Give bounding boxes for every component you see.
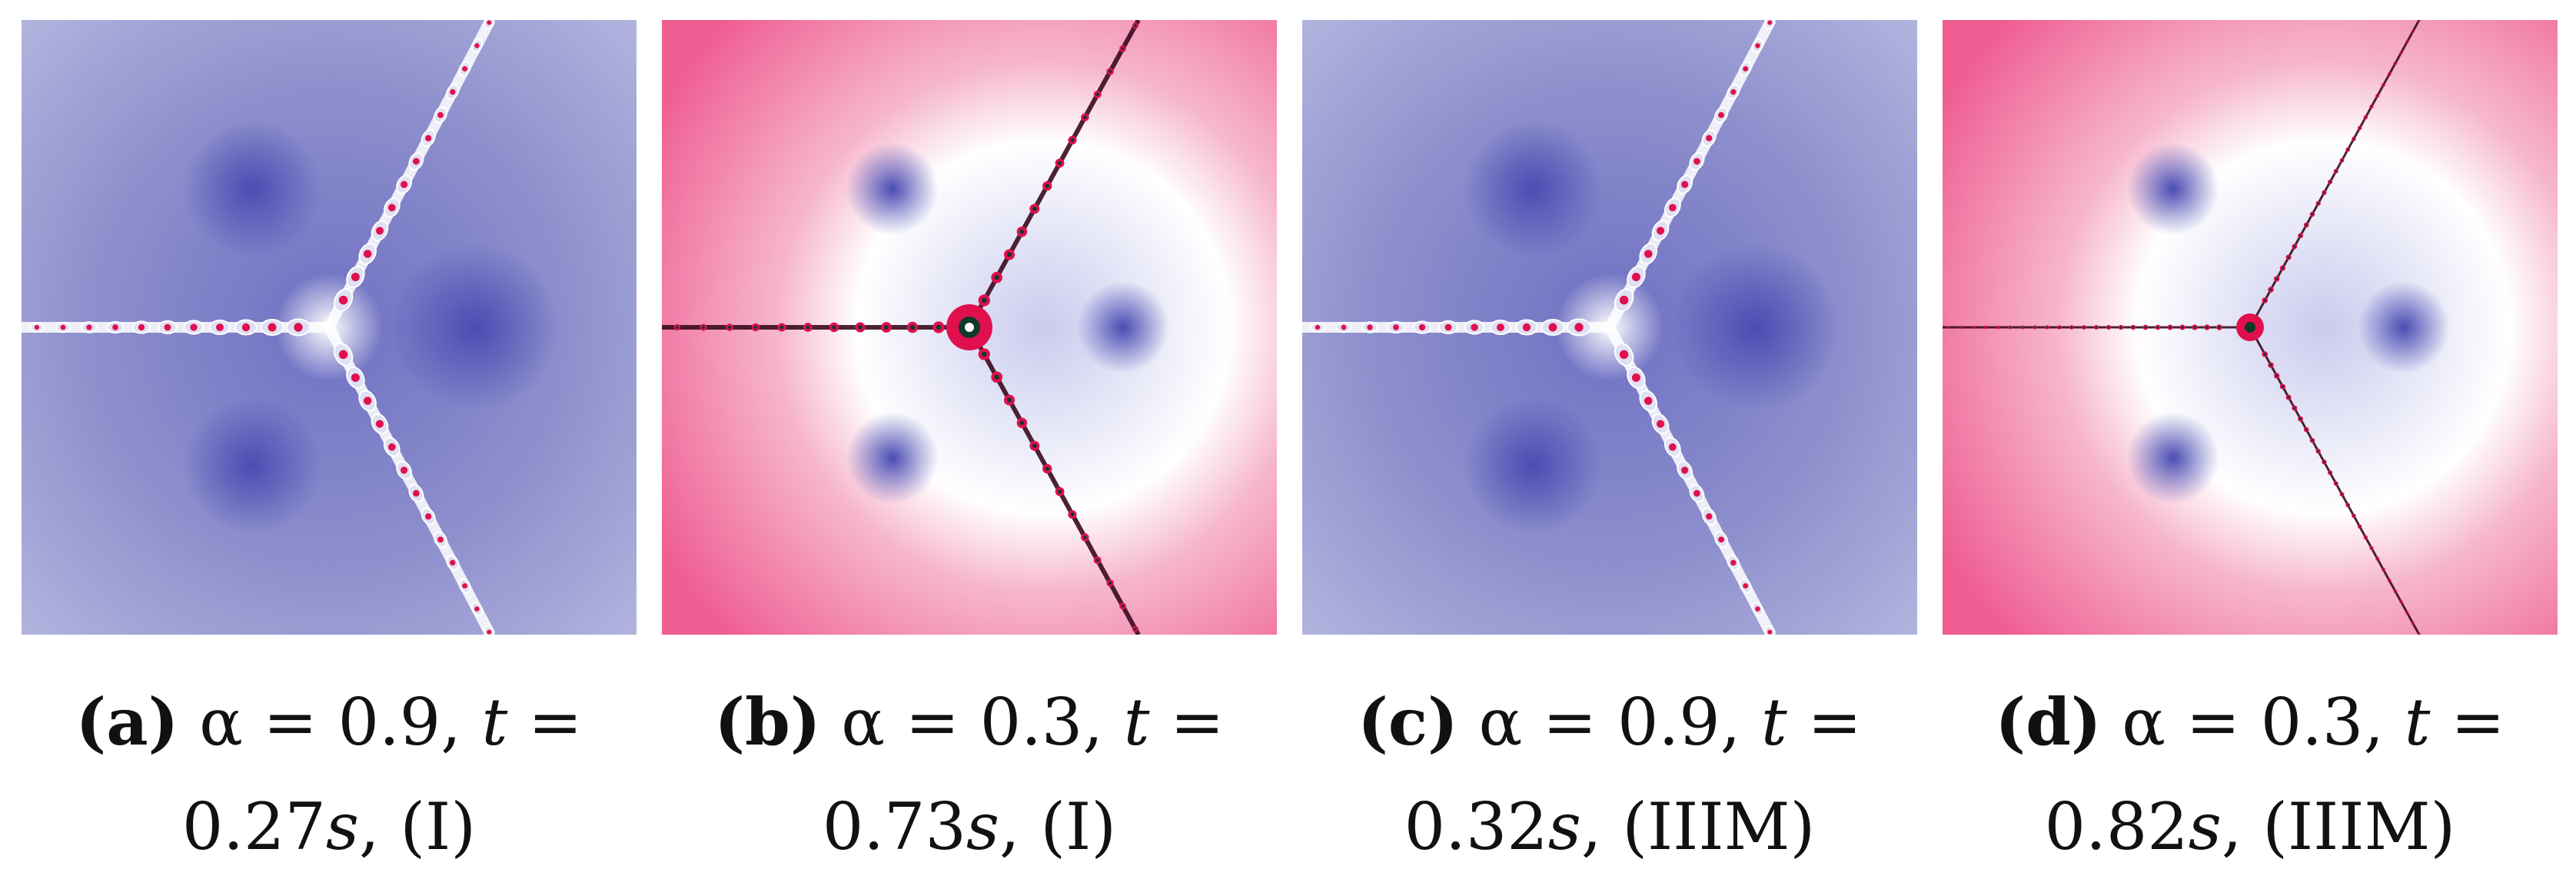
caption-b: (b) α = 0.3, t = 0.73s, (I) [714,684,1225,864]
panel-c: (c) α = 0.9, t = 0.32s, (IIIM) [1302,20,1917,864]
fractal-image-b [662,20,1277,635]
fractal-image-c [1302,20,1917,635]
panel-d: (d) α = 0.3, t = 0.82s, (IIIM) [1943,20,2558,864]
fractal-image-a [22,20,637,635]
caption-c: (c) α = 0.9, t = 0.32s, (IIIM) [1358,684,1862,864]
fractal-image-d [1943,20,2558,635]
caption-a: (a) α = 0.9, t = 0.27s, (I) [75,684,583,864]
panel-a: (a) α = 0.9, t = 0.27s, (I) [22,20,637,864]
panel-b: (b) α = 0.3, t = 0.73s, (I) [662,20,1277,864]
caption-d: (d) α = 0.3, t = 0.82s, (IIIM) [1995,684,2505,864]
